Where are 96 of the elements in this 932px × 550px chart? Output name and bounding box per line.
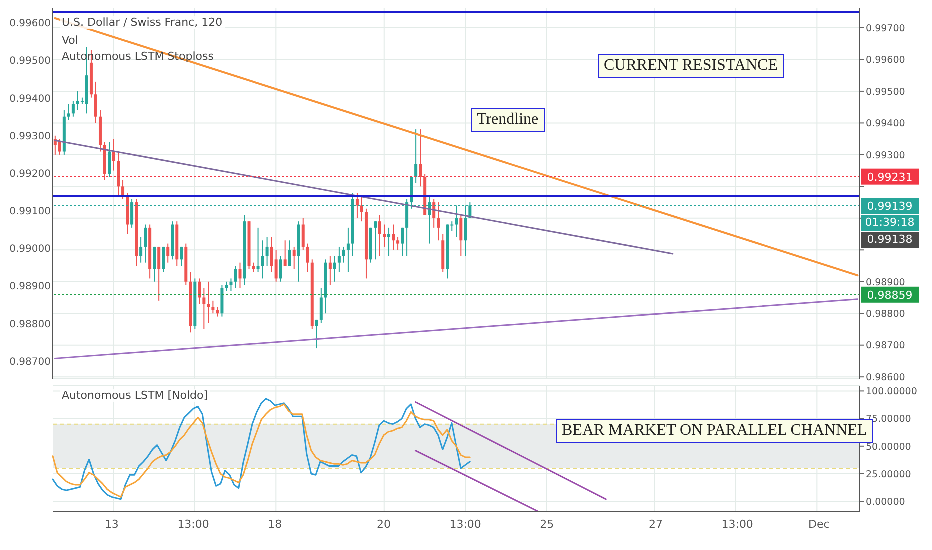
candlestick: [274, 250, 278, 282]
y-tick-label: 25.00000: [866, 469, 912, 480]
candlestick: [315, 319, 318, 350]
candlestick: [94, 81, 98, 124]
candlestick: [198, 278, 202, 305]
candlestick: [279, 256, 282, 282]
candlestick: [207, 281, 210, 324]
y2-tick-label: 0.98900: [10, 282, 51, 293]
candlestick: [392, 224, 396, 251]
chart-title: Autonomous LSTM [Noldo]: [60, 389, 210, 402]
y2-tick-label: 0.99000: [10, 244, 51, 256]
candlestick: [437, 202, 440, 242]
candlestick: [333, 256, 336, 282]
y-tick-label: 0.98800: [866, 308, 906, 320]
y-tick-label: 0.99300: [866, 150, 906, 162]
candlestick: [374, 221, 377, 260]
candlestick: [261, 240, 264, 280]
candlestick: [158, 246, 161, 302]
candlestick: [144, 224, 148, 264]
annotation: BEAR MARKET ON PARALLEL CHANNEL: [556, 419, 874, 443]
candlestick: [212, 300, 215, 314]
y2-tick-label: 0.99100: [10, 206, 51, 218]
candlestick: [356, 192, 359, 219]
candlestick: [460, 214, 463, 257]
candlestick: [67, 104, 70, 121]
y-tick-label: 0.98900: [866, 277, 906, 288]
candlestick: [58, 138, 62, 156]
ref-line-label: 0.98859: [867, 288, 913, 302]
candlestick: [342, 246, 346, 264]
y-tick-label: 0.99500: [866, 86, 906, 98]
y2-tick-label: 0.99200: [10, 168, 51, 180]
candlestick: [180, 246, 184, 267]
candlestick: [108, 142, 111, 178]
y-tick-label: 0.00000: [866, 496, 906, 508]
candlestick: [346, 227, 350, 273]
y-tick-label: 0.99700: [866, 23, 906, 34]
annotation: Trendline: [471, 108, 545, 132]
y-tick-label: 100.00000: [866, 386, 918, 398]
candlestick: [288, 240, 292, 267]
candlestick: [225, 281, 228, 292]
candlestick: [256, 227, 260, 273]
candlestick: [396, 236, 400, 251]
y2-tick-label: 0.99500: [10, 56, 51, 68]
y2-tick-label: 0.99400: [10, 94, 51, 105]
candlestick: [238, 262, 242, 289]
x-tick-label: Dec: [808, 518, 830, 531]
candlestick: [252, 262, 256, 273]
candlestick: [230, 278, 233, 292]
x-tick-label: 13:00: [178, 518, 210, 531]
ref-line-label: 0.99139: [867, 200, 913, 214]
x-tick-label: 25: [540, 518, 554, 531]
candlestick: [266, 236, 269, 267]
candlestick: [216, 306, 220, 318]
candlestick: [166, 243, 170, 264]
candlestick: [202, 288, 206, 330]
candlestick: [328, 256, 332, 286]
y-tick-label: 50.00000: [866, 442, 912, 453]
candlestick: [378, 214, 382, 257]
candlestick: [306, 243, 310, 273]
candlestick: [383, 224, 386, 248]
y-tick-label: 0.99400: [866, 118, 906, 130]
candlestick: [72, 100, 75, 118]
annotation: CURRENT RESISTANCE: [598, 54, 784, 78]
y2-tick-label: 0.98700: [10, 356, 51, 368]
candlestick: [302, 218, 305, 251]
text: 01:39:18: [861, 215, 919, 231]
candlestick: [419, 129, 422, 188]
candlestick: [292, 246, 296, 270]
text: 0.99138: [861, 232, 919, 248]
candlestick: [112, 138, 116, 172]
annotation: Vol: [61, 34, 80, 47]
candlestick: [234, 266, 238, 289]
y2-tick-label: 0.98800: [10, 319, 51, 330]
candlestick: [414, 129, 418, 184]
y-tick-label: 0.98600: [866, 372, 906, 384]
candlestick: [320, 288, 323, 324]
candlestick: [140, 236, 143, 264]
text: U.S. Dollar / Swiss Franc, 120: [60, 16, 225, 29]
y2-tick-label: 0.99300: [10, 131, 51, 142]
candlestick: [284, 240, 287, 267]
candlestick: [388, 227, 391, 257]
candlestick: [360, 196, 364, 222]
candlestick: [153, 246, 156, 282]
x-tick-label: 13:00: [450, 518, 482, 531]
y2-tick-label: 0.99600: [10, 18, 51, 30]
x-tick-label: 13:00: [722, 518, 754, 531]
x-tick-label: 18: [268, 518, 282, 531]
x-tick-label: 27: [648, 518, 663, 531]
candlestick: [338, 246, 341, 273]
candlestick: [162, 246, 166, 273]
x-tick-label: 20: [376, 518, 391, 531]
x-tick-label: 13: [104, 518, 119, 531]
ref-line-label: 0.99231: [867, 170, 913, 184]
candlestick: [401, 227, 404, 257]
y-tick-label: 0.98700: [866, 340, 906, 352]
y-tick-label: 0.99600: [866, 55, 906, 66]
